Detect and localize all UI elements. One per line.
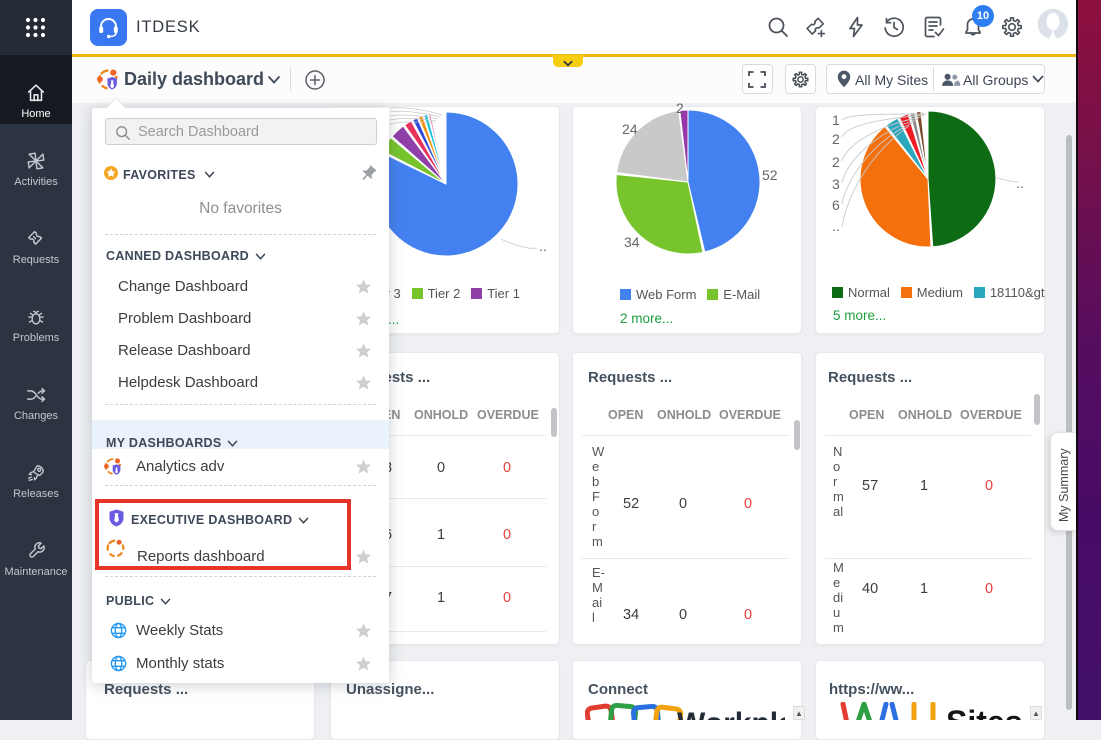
svg-text:Workplace: Workplace — [677, 707, 785, 720]
svg-text:Sites: Sites — [946, 704, 1022, 720]
